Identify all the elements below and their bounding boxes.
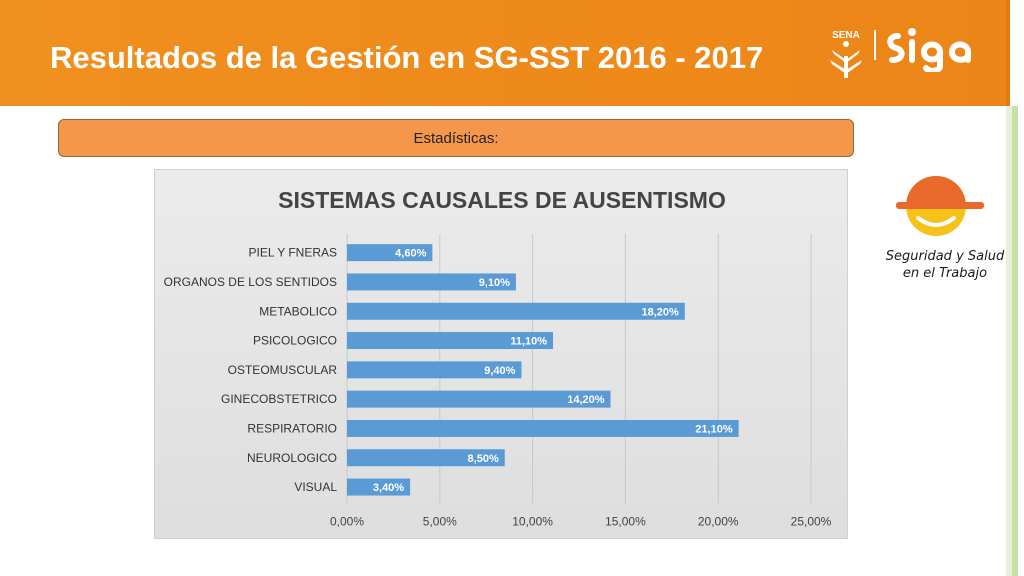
- bar: [347, 244, 433, 262]
- chart-title: SISTEMAS CAUSALES DE AUSENTISMO: [278, 187, 726, 213]
- logo-separator: [874, 30, 876, 60]
- data-label: 18,20%: [641, 306, 679, 318]
- sena-logo-icon: SENA: [830, 30, 862, 78]
- siga-logo-icon: [887, 28, 971, 72]
- category-label: RESPIRATORIO: [247, 421, 337, 435]
- category-label: METABOLICO: [259, 304, 337, 318]
- data-label: 14,20%: [567, 394, 605, 406]
- subtitle-bar: Estadísticas:: [58, 119, 854, 157]
- data-label: 3,40%: [373, 482, 404, 494]
- x-tick-label: 20,00%: [698, 515, 739, 529]
- right-decorative-strip: [1006, 0, 1024, 576]
- x-tick-label: 5,00%: [423, 515, 457, 529]
- category-label: GINECOBSTETRICO: [221, 392, 337, 406]
- x-tick-label: 10,00%: [512, 515, 553, 529]
- sena-logo-text: SENA: [832, 30, 860, 41]
- bar: [347, 390, 611, 408]
- safety-logo-line-2: en el Trabajo: [902, 266, 988, 281]
- x-tick-label: 0,00%: [330, 515, 364, 529]
- safety-logo-text: Seguridad y Salud en el Trabajo: [880, 248, 1010, 282]
- category-label: OSTEOMUSCULAR: [228, 363, 338, 377]
- category-label: ORGANOS DE LOS SENTIDOS: [164, 275, 337, 289]
- bar: [347, 449, 505, 467]
- category-label: NEUROLOGICO: [247, 451, 337, 465]
- bar: [347, 419, 739, 437]
- page-title: Resultados de la Gestión en SG-SST 2016 …: [50, 40, 764, 75]
- data-label: 4,60%: [395, 248, 426, 260]
- category-label: PIEL Y FNERAS: [249, 246, 337, 260]
- category-label: PSICOLOGICO: [253, 334, 337, 348]
- bar: [347, 332, 554, 350]
- chart-panel: SISTEMAS CAUSALES DE AUSENTISMO 0,00% 5,0…: [154, 169, 848, 539]
- header-banner: Resultados de la Gestión en SG-SST 2016 …: [0, 0, 1006, 106]
- bar-chart: SISTEMAS CAUSALES DE AUSENTISMO 0,00% 5,0…: [164, 187, 832, 529]
- bar: [347, 273, 516, 291]
- data-label: 8,50%: [468, 453, 499, 465]
- data-label: 21,10%: [695, 423, 733, 435]
- category-label: VISUAL: [294, 480, 337, 494]
- bar: [347, 361, 522, 379]
- x-tick-label: 15,00%: [605, 515, 646, 529]
- safety-logo-line-1: Seguridad y Salud: [885, 249, 1005, 264]
- safety-helmet-logo-icon: [896, 176, 984, 236]
- x-tick-label: 25,00%: [791, 515, 832, 529]
- bar: [347, 478, 411, 496]
- bar: [347, 302, 685, 320]
- data-label: 9,40%: [484, 365, 515, 377]
- data-label: 9,10%: [479, 277, 510, 289]
- data-label: 11,10%: [510, 336, 547, 348]
